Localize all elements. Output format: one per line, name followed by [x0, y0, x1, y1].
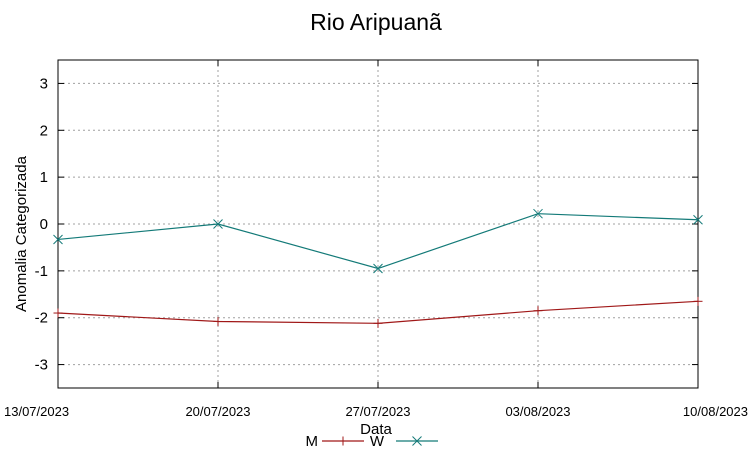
y-tick-label: 2 [40, 122, 48, 139]
data-point [693, 214, 703, 225]
data-point [373, 318, 383, 328]
chart-title: Rio Aripuanã [310, 9, 442, 35]
data-point [53, 234, 63, 245]
x-tick-label: 20/07/2023 [185, 404, 250, 419]
y-tick-label: 1 [40, 169, 48, 186]
grid-lines [58, 60, 698, 388]
data-point [53, 308, 63, 318]
y-tick-label: -3 [35, 357, 48, 374]
legend-label: M [306, 433, 319, 450]
y-tick-label: -1 [35, 263, 48, 280]
y-tick-label: -2 [35, 310, 48, 327]
data-point [693, 296, 703, 306]
data-point [373, 263, 383, 274]
y-axis-ticks: 3 2 1 0 -1 -2 -3 [35, 75, 698, 374]
x-tick-label: 13/07/2023 [4, 404, 69, 419]
y-axis-label: Anomalia Categorizada [13, 155, 30, 312]
x-axis-label: Data [360, 421, 392, 438]
series-W [53, 208, 703, 274]
data-point [213, 316, 223, 326]
x-tick-label: 27/07/2023 [345, 404, 410, 419]
legend-label: W [370, 433, 385, 450]
series-layer [53, 208, 703, 328]
data-point [213, 219, 223, 229]
data-point [533, 208, 543, 219]
y-tick-label: 0 [40, 216, 48, 233]
data-point [533, 306, 543, 316]
legend-marker [412, 436, 422, 446]
x-tick-label: 10/08/2023 [683, 404, 748, 419]
x-tick-label: 03/08/2023 [505, 404, 570, 419]
series-M [53, 296, 703, 328]
y-tick-label: 3 [40, 75, 48, 92]
x-axis-ticks: 13/07/2023 20/07/2023 27/07/2023 03/08/2023… [4, 60, 748, 419]
legend-marker [338, 436, 348, 446]
